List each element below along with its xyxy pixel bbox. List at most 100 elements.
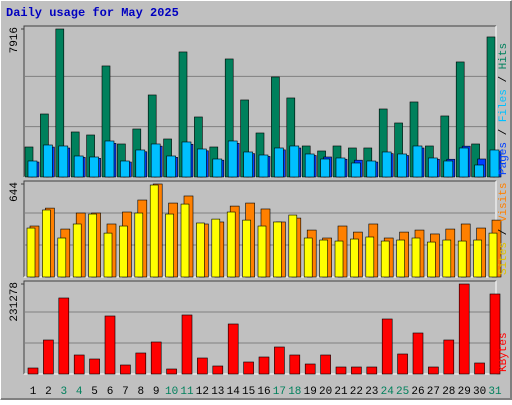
bar — [104, 140, 115, 178]
bar — [150, 341, 162, 375]
bar — [458, 283, 470, 375]
y-tick-label: 231278 — [9, 282, 21, 322]
legend-separator: / — [498, 122, 510, 142]
bar — [57, 237, 67, 278]
bar — [212, 158, 223, 178]
bar — [411, 237, 421, 278]
x-tick-label: 23 — [365, 386, 378, 398]
bar — [289, 354, 301, 375]
legend-entry: Visits — [498, 183, 510, 223]
legend-separator: / — [498, 69, 510, 89]
bar — [166, 368, 177, 375]
x-tick-label: 10 — [165, 386, 178, 398]
bar — [412, 332, 424, 375]
bar — [73, 354, 85, 375]
x-tick-label: 14 — [227, 386, 241, 398]
bar — [258, 154, 269, 178]
x-tick-label: 17 — [273, 386, 286, 398]
bar — [196, 222, 205, 278]
bar — [42, 209, 51, 278]
bar — [381, 151, 392, 178]
bar — [197, 148, 207, 178]
x-tick-label: 29 — [458, 386, 471, 398]
bar — [43, 144, 53, 178]
bar — [243, 361, 254, 375]
bar — [427, 241, 436, 278]
bar — [457, 240, 467, 278]
x-tick-label: 1 — [30, 386, 37, 398]
bar — [180, 203, 190, 278]
x-tick-label: 21 — [334, 386, 348, 398]
bar — [243, 151, 253, 178]
bar — [211, 218, 221, 278]
bar — [443, 160, 454, 178]
plot-border-dark — [23, 25, 496, 177]
bar — [303, 237, 313, 278]
x-tick-label: 31 — [488, 386, 502, 398]
bar — [335, 366, 347, 375]
y-tick-label: 7916 — [9, 27, 21, 53]
bar — [474, 362, 485, 375]
bar — [458, 147, 469, 178]
bar — [58, 297, 70, 375]
bar — [351, 366, 362, 375]
bar — [120, 364, 131, 375]
bar — [397, 153, 407, 178]
bar — [150, 143, 161, 178]
bar — [119, 225, 128, 278]
bar — [351, 162, 361, 178]
bar — [366, 160, 377, 178]
bar — [428, 157, 438, 178]
bar — [443, 339, 455, 375]
x-tick-label: 7 — [122, 386, 129, 398]
x-tick-label: 2 — [45, 386, 52, 398]
x-tick-label: 28 — [442, 386, 455, 398]
bar — [335, 157, 346, 178]
bar — [288, 214, 298, 278]
y-tick-label: 644 — [9, 182, 21, 202]
bar — [396, 239, 405, 278]
bar — [489, 293, 501, 375]
bar — [257, 225, 267, 278]
x-tick-label: 25 — [396, 386, 409, 398]
bar — [27, 160, 38, 178]
bar — [380, 240, 390, 278]
bar — [135, 352, 147, 375]
bar — [73, 155, 84, 178]
bar — [350, 238, 359, 278]
x-tick-label: 24 — [381, 386, 395, 398]
bar — [320, 158, 330, 178]
plot-border-dark — [23, 180, 496, 277]
legend-entry: Sites — [498, 242, 510, 275]
bar — [27, 367, 39, 375]
x-tick-label: 13 — [211, 386, 224, 398]
bar — [304, 363, 316, 375]
bar — [242, 219, 251, 278]
bar — [134, 212, 144, 278]
bar — [474, 164, 484, 178]
x-tick-label: 11 — [180, 386, 194, 398]
bar — [181, 314, 193, 375]
bar — [381, 318, 393, 375]
bar — [181, 141, 192, 178]
legend-entry: Hits — [498, 43, 510, 69]
legend-separator: / — [498, 222, 510, 242]
x-tick-label: 8 — [137, 386, 144, 398]
x-tick-label: 27 — [427, 386, 440, 398]
x-tick-label: 9 — [153, 386, 160, 398]
x-tick-label: 15 — [242, 386, 255, 398]
legend: Pages / Files / Hits — [498, 43, 510, 175]
bar — [26, 227, 36, 278]
bar — [274, 346, 285, 375]
x-tick-label: 26 — [411, 386, 424, 398]
bar — [273, 221, 282, 278]
bar — [365, 236, 375, 278]
bar — [120, 160, 130, 178]
bar — [274, 147, 284, 178]
legend: KBytes — [498, 332, 510, 372]
x-tick-label: 4 — [76, 386, 83, 398]
bar — [412, 145, 423, 178]
bar — [103, 232, 113, 278]
